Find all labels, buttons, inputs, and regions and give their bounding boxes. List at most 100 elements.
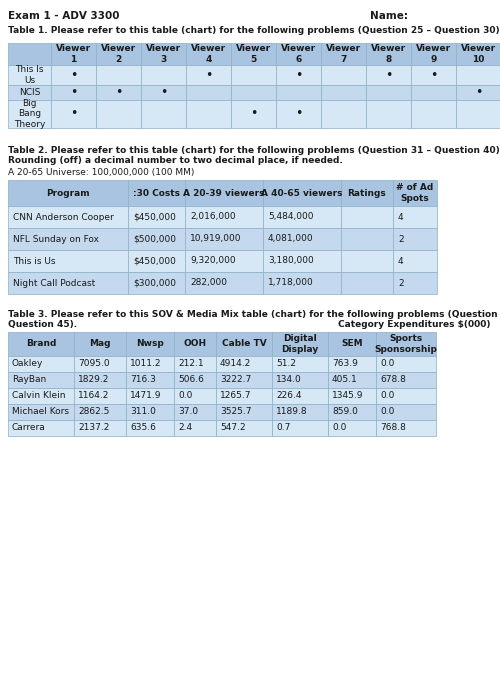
Bar bbox=[272, 404, 328, 420]
Text: 0.0: 0.0 bbox=[332, 424, 346, 433]
Bar bbox=[231, 85, 276, 100]
Text: :30 Costs: :30 Costs bbox=[133, 188, 180, 197]
Text: 506.6: 506.6 bbox=[178, 375, 204, 384]
Bar bbox=[51, 85, 96, 100]
Text: Michael Kors: Michael Kors bbox=[12, 407, 69, 416]
Text: # of Ad
Spots: # of Ad Spots bbox=[396, 183, 434, 203]
Bar bbox=[186, 43, 231, 65]
Text: Viewer
6: Viewer 6 bbox=[281, 44, 316, 64]
Text: A 40-65 viewers: A 40-65 viewers bbox=[261, 188, 343, 197]
Bar bbox=[174, 372, 216, 388]
Text: 37.0: 37.0 bbox=[178, 407, 198, 416]
Bar bbox=[185, 206, 263, 228]
Bar bbox=[376, 332, 436, 356]
Bar bbox=[174, 420, 216, 436]
Text: 282,000: 282,000 bbox=[190, 279, 227, 288]
Bar bbox=[376, 420, 436, 436]
Text: Rounding (off) a decimal number to two decimal place, if needed.: Rounding (off) a decimal number to two d… bbox=[8, 156, 343, 165]
Bar bbox=[231, 43, 276, 65]
Text: 1164.2: 1164.2 bbox=[78, 391, 110, 400]
Text: •: • bbox=[70, 108, 77, 120]
Text: •: • bbox=[475, 86, 482, 99]
Text: 4914.2: 4914.2 bbox=[220, 360, 252, 368]
Bar bbox=[231, 100, 276, 128]
Bar bbox=[74, 356, 126, 372]
Text: 3525.7: 3525.7 bbox=[220, 407, 252, 416]
Text: Sports
Sponsorship: Sports Sponsorship bbox=[374, 335, 438, 354]
Bar bbox=[456, 100, 500, 128]
Bar bbox=[8, 206, 128, 228]
Text: OOH: OOH bbox=[184, 340, 206, 349]
Bar bbox=[276, 65, 321, 85]
Text: 0.0: 0.0 bbox=[178, 391, 192, 400]
Text: 1829.2: 1829.2 bbox=[78, 375, 110, 384]
Bar bbox=[376, 404, 436, 420]
Bar bbox=[272, 332, 328, 356]
Bar bbox=[321, 43, 366, 65]
Bar bbox=[216, 388, 272, 404]
Text: 0.0: 0.0 bbox=[380, 407, 394, 416]
Text: 678.8: 678.8 bbox=[380, 375, 406, 384]
Text: 1,718,000: 1,718,000 bbox=[268, 279, 314, 288]
Bar bbox=[174, 404, 216, 420]
Text: Viewer
9: Viewer 9 bbox=[416, 44, 451, 64]
Text: 768.8: 768.8 bbox=[380, 424, 406, 433]
Text: Table 3. Please refer to this SOV & Media Mix table (chart) for the following pr: Table 3. Please refer to this SOV & Medi… bbox=[8, 310, 500, 319]
Bar bbox=[126, 388, 174, 404]
Text: 1345.9: 1345.9 bbox=[332, 391, 364, 400]
Bar bbox=[393, 228, 437, 250]
Bar bbox=[174, 356, 216, 372]
Bar bbox=[141, 100, 186, 128]
Text: SEM: SEM bbox=[341, 340, 363, 349]
Text: Viewer
10: Viewer 10 bbox=[461, 44, 496, 64]
Text: 2: 2 bbox=[398, 279, 404, 288]
Bar bbox=[8, 356, 74, 372]
Bar bbox=[126, 356, 174, 372]
Text: Exam 1 - ADV 3300: Exam 1 - ADV 3300 bbox=[8, 11, 119, 21]
Bar bbox=[128, 272, 185, 294]
Bar bbox=[341, 228, 393, 250]
Text: 2: 2 bbox=[398, 234, 404, 244]
Text: $450,000: $450,000 bbox=[133, 213, 176, 221]
Text: 1189.8: 1189.8 bbox=[276, 407, 308, 416]
Bar bbox=[272, 388, 328, 404]
Bar bbox=[263, 272, 341, 294]
Bar bbox=[393, 180, 437, 206]
Text: •: • bbox=[70, 86, 77, 99]
Text: A 20-65 Universe: 100,000,000 (100 MM): A 20-65 Universe: 100,000,000 (100 MM) bbox=[8, 168, 194, 177]
Bar bbox=[186, 65, 231, 85]
Text: 311.0: 311.0 bbox=[130, 407, 156, 416]
Text: Viewer
8: Viewer 8 bbox=[371, 44, 406, 64]
Text: Name:: Name: bbox=[370, 11, 408, 21]
Text: 1265.7: 1265.7 bbox=[220, 391, 252, 400]
Bar bbox=[186, 85, 231, 100]
Bar bbox=[263, 228, 341, 250]
Text: Digital
Display: Digital Display bbox=[282, 335, 319, 354]
Bar bbox=[456, 65, 500, 85]
Bar bbox=[185, 272, 263, 294]
Text: 716.3: 716.3 bbox=[130, 375, 156, 384]
Text: 635.6: 635.6 bbox=[130, 424, 156, 433]
Text: •: • bbox=[250, 108, 257, 120]
Bar bbox=[8, 388, 74, 404]
Text: •: • bbox=[160, 86, 167, 99]
Text: Viewer
3: Viewer 3 bbox=[146, 44, 181, 64]
Text: 2137.2: 2137.2 bbox=[78, 424, 110, 433]
Bar bbox=[366, 43, 411, 65]
Text: 0.0: 0.0 bbox=[380, 391, 394, 400]
Bar bbox=[74, 372, 126, 388]
Text: Viewer
7: Viewer 7 bbox=[326, 44, 361, 64]
Text: 1011.2: 1011.2 bbox=[130, 360, 162, 368]
Bar bbox=[8, 65, 51, 85]
Bar bbox=[8, 250, 128, 272]
Bar bbox=[328, 404, 376, 420]
Text: $450,000: $450,000 bbox=[133, 256, 176, 265]
Bar bbox=[328, 388, 376, 404]
Text: 859.0: 859.0 bbox=[332, 407, 358, 416]
Bar bbox=[321, 100, 366, 128]
Bar bbox=[328, 372, 376, 388]
Text: Viewer
1: Viewer 1 bbox=[56, 44, 91, 64]
Bar bbox=[51, 65, 96, 85]
Bar bbox=[8, 43, 51, 65]
Text: Nwsp: Nwsp bbox=[136, 340, 164, 349]
